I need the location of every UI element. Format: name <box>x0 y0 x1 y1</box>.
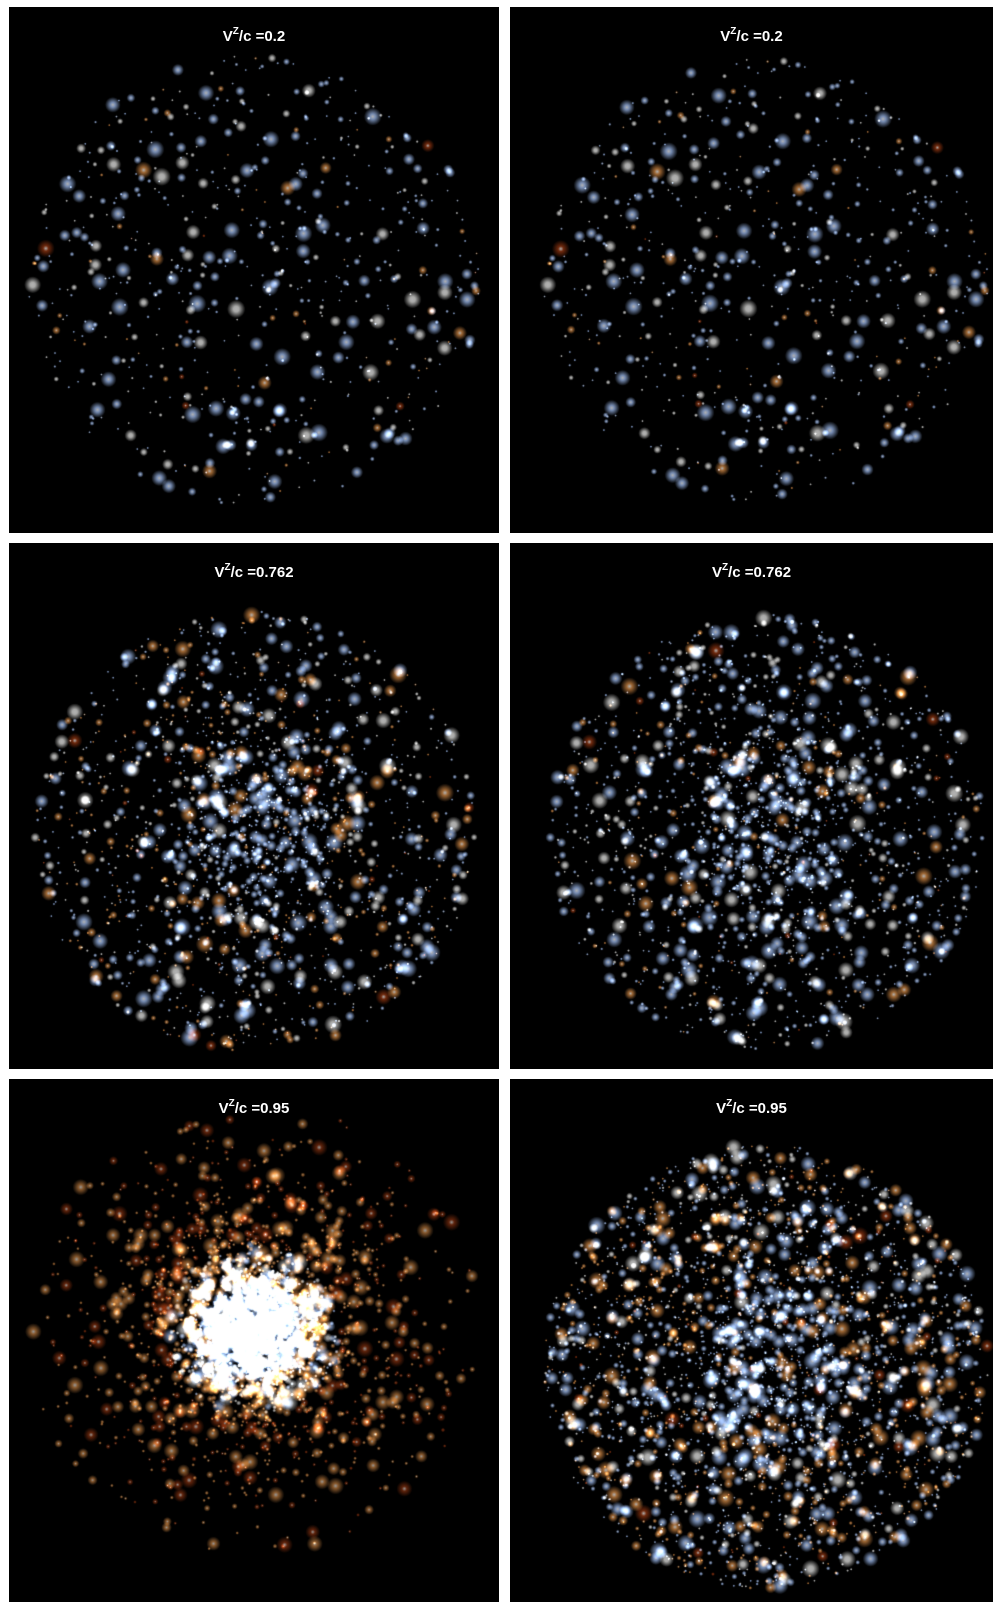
label-symbol: V <box>214 564 225 581</box>
panel-middle-left: VZ/c =0.762 <box>9 543 499 1069</box>
panel-top-right: VZ/c =0.2 <box>510 7 993 533</box>
starfield-canvas <box>9 1079 499 1602</box>
velocity-label: VZ/c =0.2 <box>9 26 499 45</box>
velocity-label: VZ/c =0.762 <box>510 562 993 581</box>
starfield-canvas <box>9 543 499 1069</box>
label-superscript: Z <box>726 1098 733 1109</box>
label-symbol: V <box>711 564 722 581</box>
label-superscript: Z <box>232 26 239 37</box>
panel-middle-right: VZ/c =0.762 <box>510 543 993 1069</box>
label-suffix: /c = <box>728 564 754 581</box>
velocity-label: VZ/c =0.2 <box>510 26 993 45</box>
label-value: 0.2 <box>761 28 783 45</box>
label-suffix: /c = <box>234 1100 261 1117</box>
label-symbol: V <box>720 28 731 45</box>
velocity-label: VZ/c =0.95 <box>9 1098 499 1117</box>
label-symbol: V <box>218 1100 229 1117</box>
label-suffix: /c = <box>732 1100 758 1117</box>
label-superscript: Z <box>224 562 231 573</box>
velocity-label: VZ/c =0.762 <box>9 562 499 581</box>
panel-bottom-left: VZ/c =0.95 <box>9 1079 499 1602</box>
label-suffix: /c = <box>736 28 762 45</box>
label-value: 0.95 <box>757 1100 787 1117</box>
label-value: 0.762 <box>753 564 792 581</box>
panel-bottom-right: VZ/c =0.95 <box>510 1079 993 1602</box>
panel-top-left: VZ/c =0.2 <box>9 7 499 533</box>
label-superscript: Z <box>730 26 737 37</box>
label-value: 0.95 <box>260 1100 290 1117</box>
starfield-canvas <box>510 7 993 533</box>
label-symbol: V <box>222 28 233 45</box>
starfield-canvas <box>510 543 993 1069</box>
velocity-label: VZ/c =0.95 <box>510 1098 993 1117</box>
starfield-canvas <box>510 1079 993 1602</box>
label-symbol: V <box>716 1100 727 1117</box>
starfield-canvas <box>9 7 499 533</box>
label-suffix: /c = <box>230 564 256 581</box>
label-suffix: /c = <box>238 28 265 45</box>
label-superscript: Z <box>721 562 729 573</box>
label-superscript: Z <box>228 1098 235 1109</box>
label-value: 0.762 <box>256 564 294 581</box>
label-value: 0.2 <box>264 28 286 45</box>
